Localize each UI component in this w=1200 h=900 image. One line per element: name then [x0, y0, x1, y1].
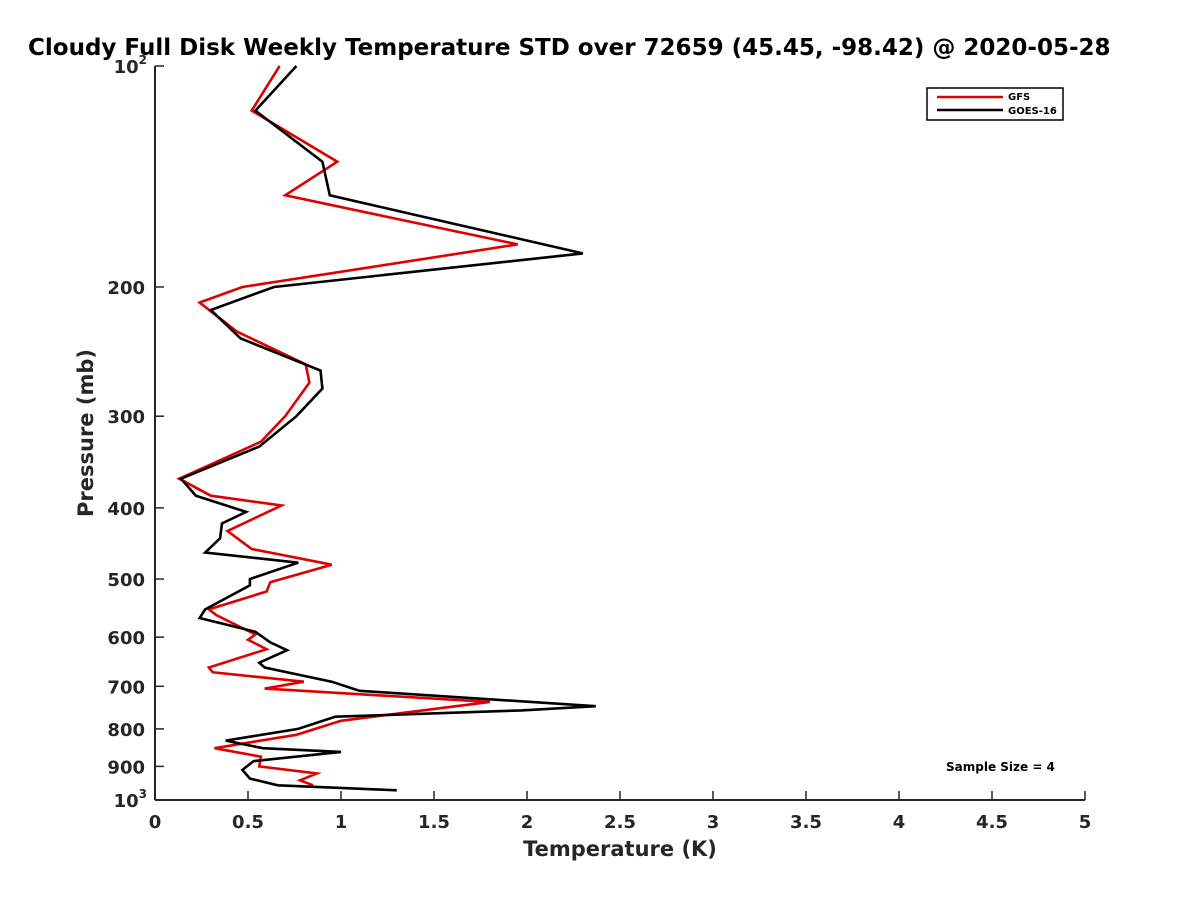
y-tick-label-power: 103 [114, 787, 147, 812]
y-tick-label: 900 [107, 757, 145, 778]
y-axis-label: Pressure (mb) [74, 349, 98, 517]
x-tick-label: 4.5 [976, 812, 1008, 833]
x-tick-label: 5 [1079, 812, 1092, 833]
series-group [176, 65, 596, 792]
x-tick-label: 0 [149, 812, 162, 833]
y-tick-label: 600 [107, 628, 145, 649]
y-tick-label: 700 [107, 677, 145, 698]
y-tick-label-power: 102 [114, 53, 147, 78]
legend-label-gfs: GFS [1008, 92, 1030, 103]
x-tick-label: 2.5 [604, 812, 636, 833]
y-tick-label: 800 [107, 720, 145, 741]
legend: GFS GOES-16 [926, 87, 1064, 121]
x-tick-label: 1 [335, 812, 348, 833]
series-line-gfs [176, 65, 518, 787]
series-line-goes16 [178, 65, 596, 792]
y-tick-label: 300 [107, 407, 145, 428]
x-tick-label: 4 [893, 812, 906, 833]
chart-title: Cloudy Full Disk Weekly Temperature STD … [28, 35, 1111, 61]
legend-box [926, 87, 1064, 121]
y-tick-base: 10 [114, 791, 139, 812]
x-axis-label: Temperature (K) [523, 837, 717, 861]
y-tick-label: 400 [107, 499, 145, 520]
y-tick-label: 200 [107, 278, 145, 299]
x-tick-label: 1.5 [418, 812, 450, 833]
x-ticks: 0 0.5 1 1.5 2 2.5 3 3.5 4 4.5 5 [149, 791, 1092, 833]
y-tick-exponent: 3 [139, 787, 147, 801]
legend-label-goes16: GOES-16 [1008, 106, 1057, 117]
y-tick-base: 10 [114, 57, 139, 78]
sample-size-annotation: Sample Size = 4 [946, 760, 1055, 774]
x-tick-label: 2 [521, 812, 534, 833]
y-tick-exponent: 2 [139, 53, 147, 67]
x-tick-label: 0.5 [232, 812, 264, 833]
x-tick-label: 3 [707, 812, 720, 833]
x-tick-label: 3.5 [790, 812, 822, 833]
y-tick-label: 500 [107, 570, 145, 591]
